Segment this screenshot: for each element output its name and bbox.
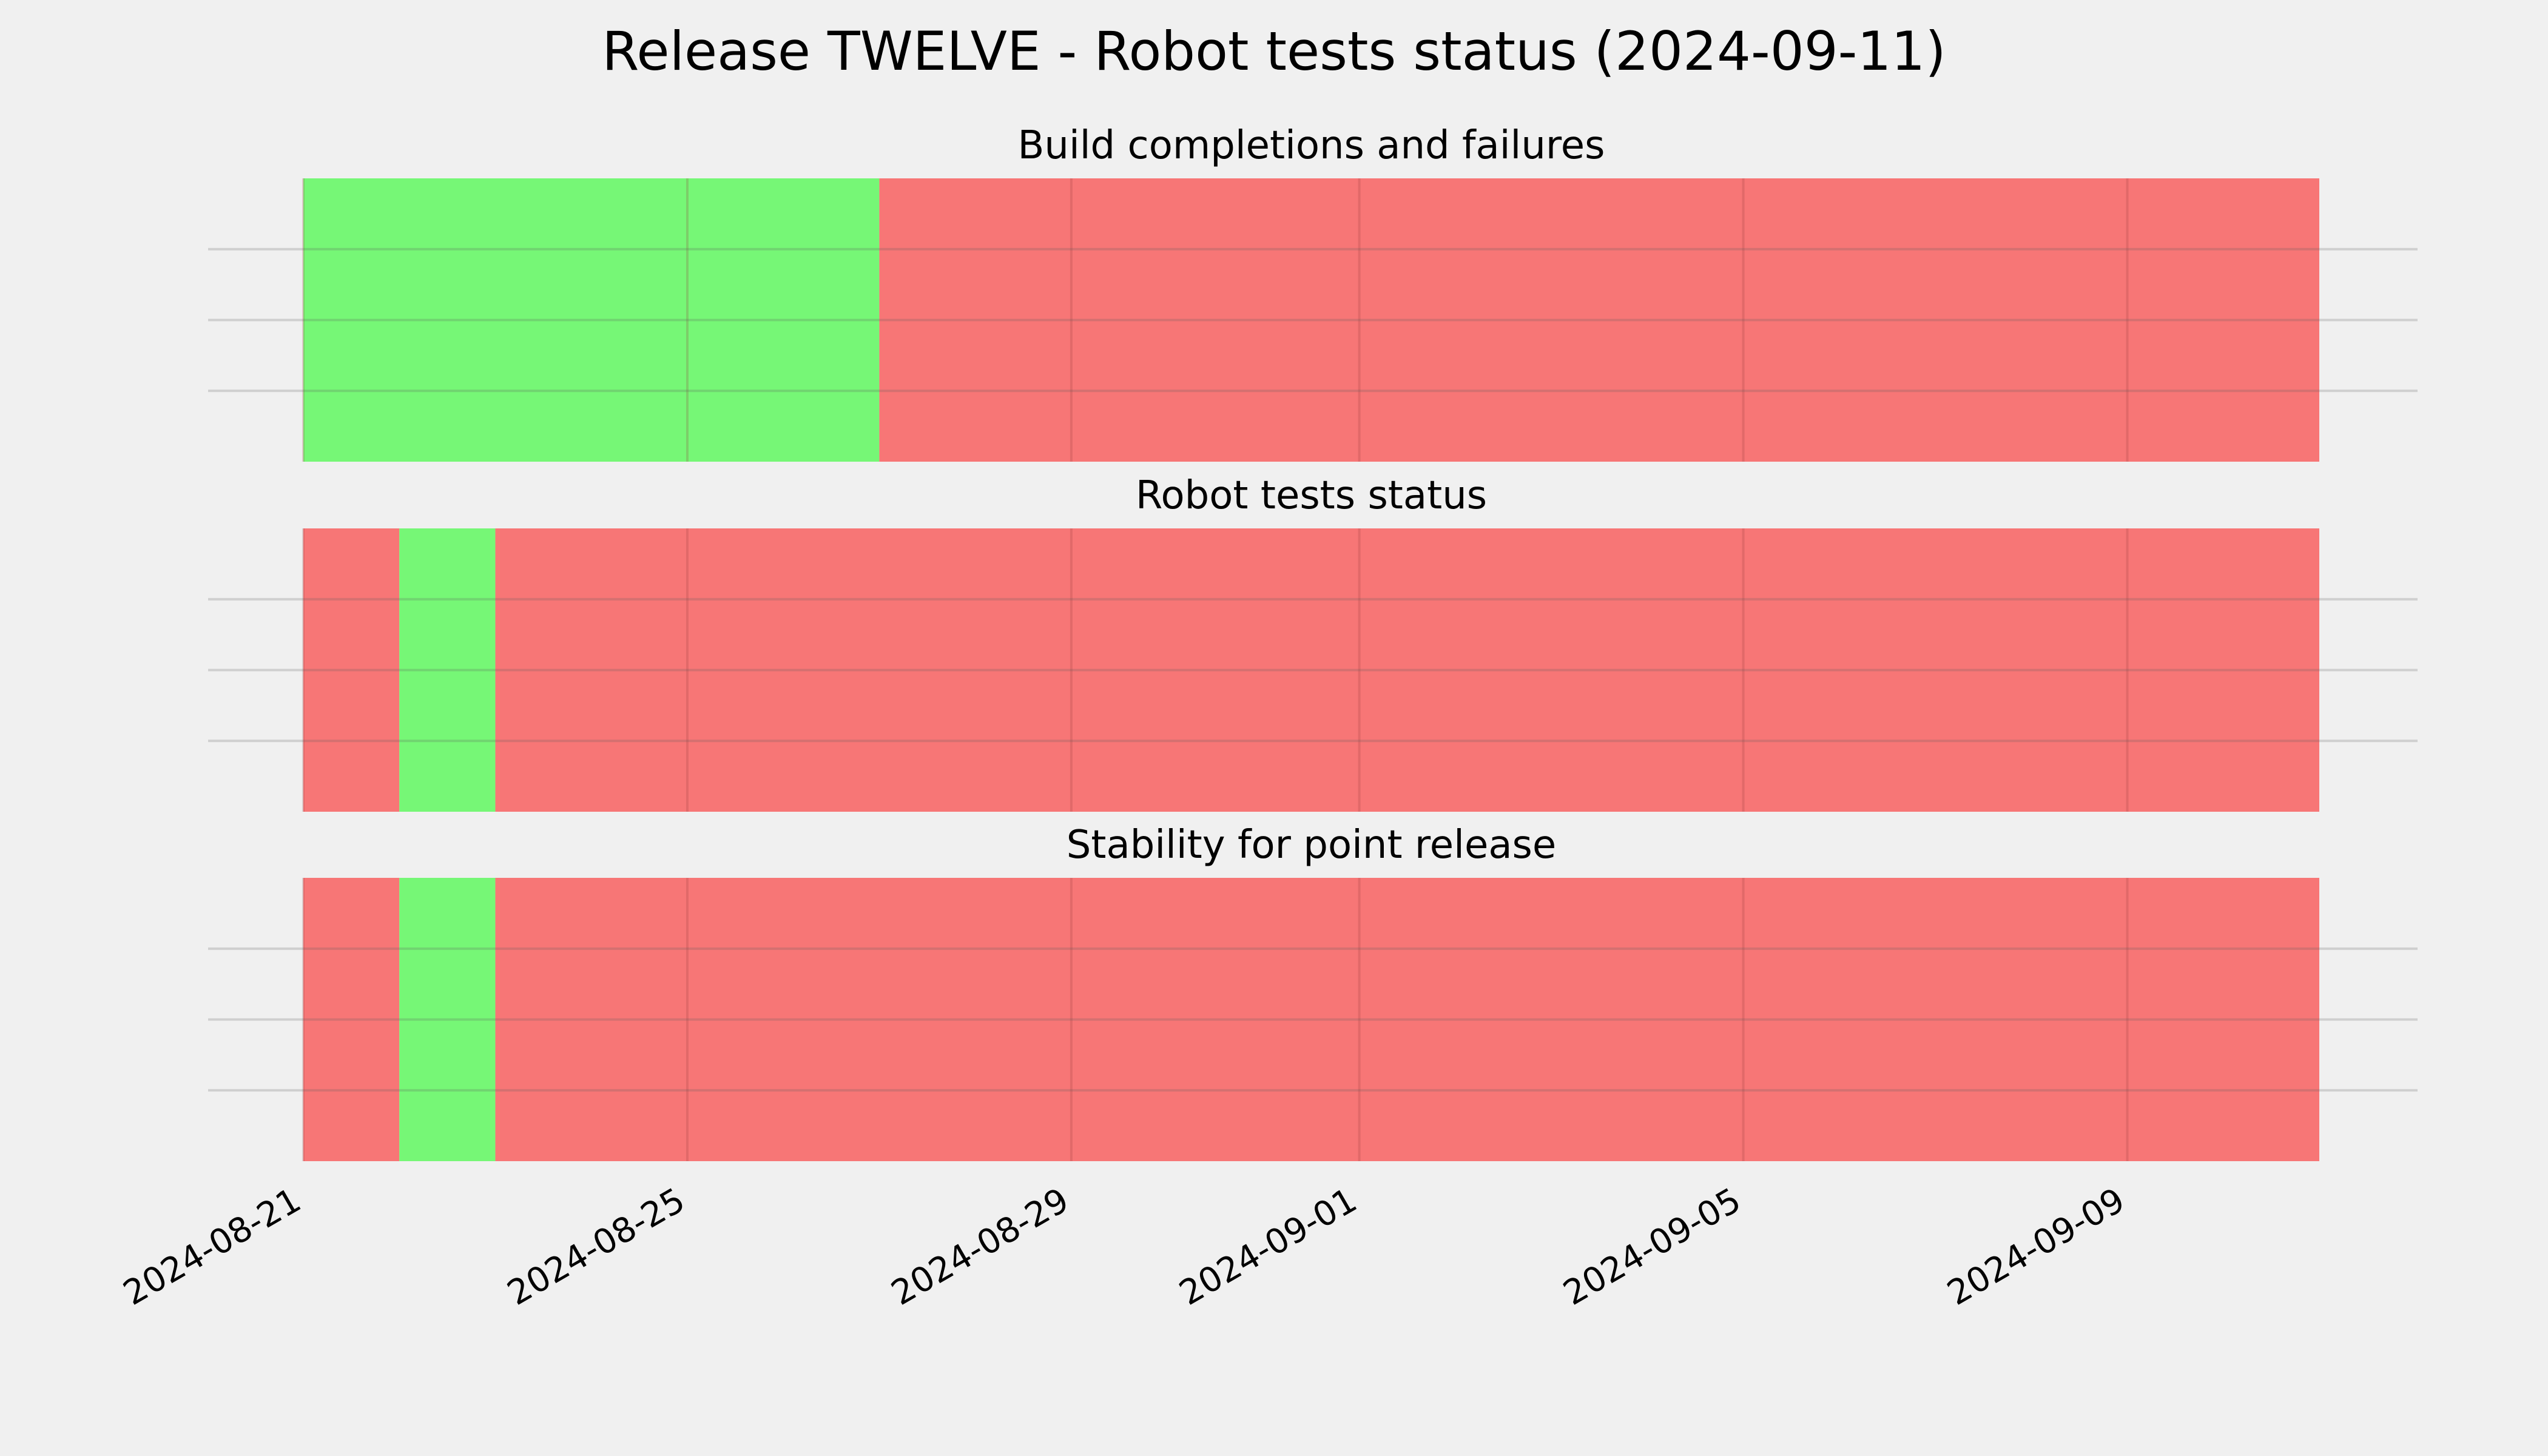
panel-title: Stability for point release	[1067, 823, 1557, 868]
x-tick-label: 2024-09-01	[1173, 1181, 1363, 1313]
x-tick-label: 2024-08-29	[885, 1181, 1076, 1313]
x-tick-label: 2024-09-09	[1941, 1181, 2131, 1313]
panel-3: Stability for point release	[208, 823, 2418, 1161]
x-tick-label: 2024-09-05	[1557, 1181, 1747, 1313]
segment-pass	[399, 878, 496, 1161]
segment-fail	[495, 528, 2320, 812]
segment-fail	[303, 878, 400, 1161]
segment-pass	[303, 178, 880, 462]
panel-title: Build completions and failures	[1018, 123, 1605, 168]
segment-fail	[495, 878, 2320, 1161]
segment-fail	[303, 528, 400, 812]
chart-title: Release TWELVE - Robot tests status (202…	[602, 20, 1946, 83]
segment-fail	[879, 178, 2319, 462]
segment-pass	[399, 528, 496, 812]
x-tick-label: 2024-08-25	[501, 1181, 692, 1313]
panel-1: Build completions and failures	[208, 123, 2418, 462]
x-tick-label: 2024-08-21	[117, 1181, 308, 1313]
panel-title: Robot tests status	[1136, 473, 1487, 518]
panel-2: Robot tests status	[208, 473, 2418, 812]
